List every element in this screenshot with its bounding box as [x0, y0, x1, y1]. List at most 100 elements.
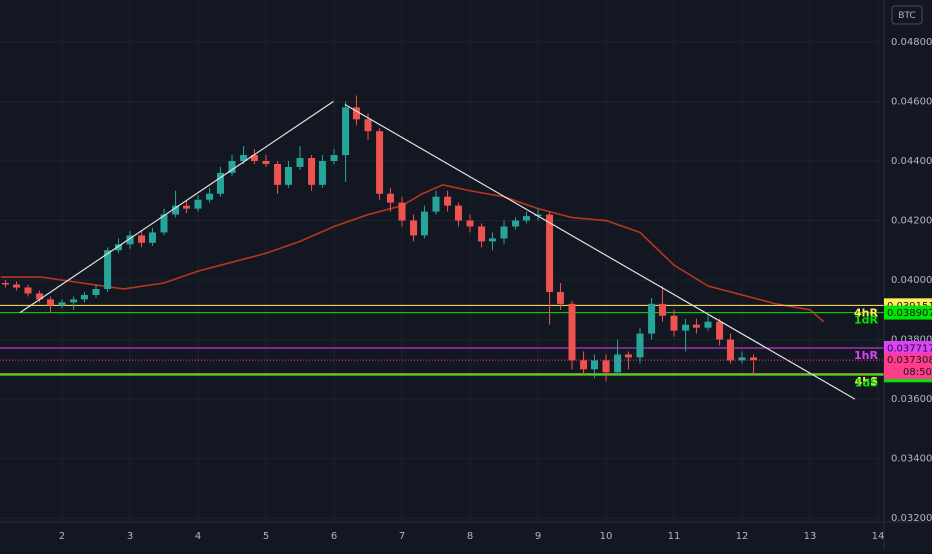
candle-body [216, 172, 224, 194]
candle-body [670, 315, 678, 331]
candle-body [704, 321, 712, 328]
candle-body [206, 193, 214, 200]
x-tick-label: 7 [399, 531, 405, 542]
candle-body [420, 211, 428, 236]
x-tick-label: 8 [467, 531, 473, 542]
candle-body [478, 226, 486, 242]
candle-body [342, 107, 350, 156]
candle-body [750, 357, 758, 361]
level-name: 1hR [854, 349, 878, 362]
candle-body [556, 291, 564, 304]
candle-body [376, 131, 384, 194]
candle-body [114, 244, 122, 251]
candle-body [24, 287, 32, 294]
candle-body [590, 360, 598, 370]
candle-body [240, 155, 248, 162]
candle-body [12, 284, 20, 288]
x-tick-label: 9 [535, 531, 541, 542]
candle-body [46, 299, 54, 306]
candle-body [148, 232, 156, 243]
candle-body [636, 333, 644, 358]
candle-body [534, 214, 542, 217]
x-tick-label: 13 [804, 531, 817, 542]
candle-body [398, 202, 406, 221]
candle-body [726, 339, 734, 361]
grid [0, 0, 884, 522]
button-frame[interactable] [891, 5, 923, 25]
x-tick-label: 10 [600, 531, 613, 542]
candle-body [364, 119, 372, 132]
candle-body [352, 107, 360, 120]
level-tag [884, 305, 932, 320]
plot [0, 95, 884, 400]
candle-body [466, 220, 474, 227]
countdown: 08:50 [903, 367, 932, 378]
candle-body [2, 283, 10, 285]
level-value: 0.038907 [887, 308, 932, 319]
x-tick-label: 5 [263, 531, 269, 542]
trend-line [344, 103, 856, 400]
candle-body [308, 158, 316, 185]
candle-body [296, 158, 304, 167]
candle-body [432, 196, 440, 212]
last-price-value: 0.037308 [887, 355, 932, 366]
candle-body [568, 303, 576, 361]
level-value: 0.037717 [887, 343, 932, 354]
candle-body [716, 321, 724, 340]
candle-body [522, 216, 530, 221]
candle-body [488, 238, 496, 242]
candle-body [104, 250, 112, 289]
candle-body [182, 205, 190, 209]
last-price-tag [884, 353, 932, 380]
x-tick-label: 3 [127, 531, 133, 542]
x-tick-label: 4 [195, 531, 201, 542]
x-tick-label: 6 [331, 531, 337, 542]
candle-body [70, 299, 78, 303]
candle-body [92, 288, 100, 295]
level-name: 4hR [854, 306, 878, 319]
level-name: 1dR [854, 314, 879, 327]
candle-body [160, 214, 168, 233]
level-name: 1dS [855, 376, 879, 389]
x-tick-label: 2 [59, 531, 65, 542]
symbol-button[interactable]: BTC [891, 5, 923, 25]
candle-body [454, 205, 462, 221]
x-tick-label: 11 [668, 531, 681, 542]
moving-average [0, 183, 825, 323]
candle-body [410, 220, 418, 236]
candle-body [692, 324, 700, 328]
candle-body [682, 324, 690, 331]
candle-body [648, 303, 656, 334]
candle-body [138, 235, 146, 243]
candle-body [80, 294, 88, 300]
candle-body [262, 161, 270, 164]
candle-body [284, 166, 292, 185]
candle-body [614, 354, 622, 373]
candle-body [126, 235, 134, 245]
candle-body [274, 163, 282, 185]
candle-body [194, 199, 202, 209]
candle-body [172, 205, 180, 215]
candle-body [250, 155, 258, 162]
y-tick-label: 0.048000 [891, 37, 932, 48]
x-tick-label: 12 [736, 531, 749, 542]
candle-body [500, 226, 508, 239]
candle-body [624, 354, 632, 358]
candle-body [58, 302, 66, 306]
candle-body [602, 360, 610, 373]
button-label[interactable]: BTC [898, 11, 915, 21]
candle-body [386, 193, 394, 203]
candle-body [444, 196, 452, 206]
candle-body [512, 220, 520, 227]
x-tick-label: 14 [872, 531, 885, 542]
candle-body [658, 303, 666, 316]
